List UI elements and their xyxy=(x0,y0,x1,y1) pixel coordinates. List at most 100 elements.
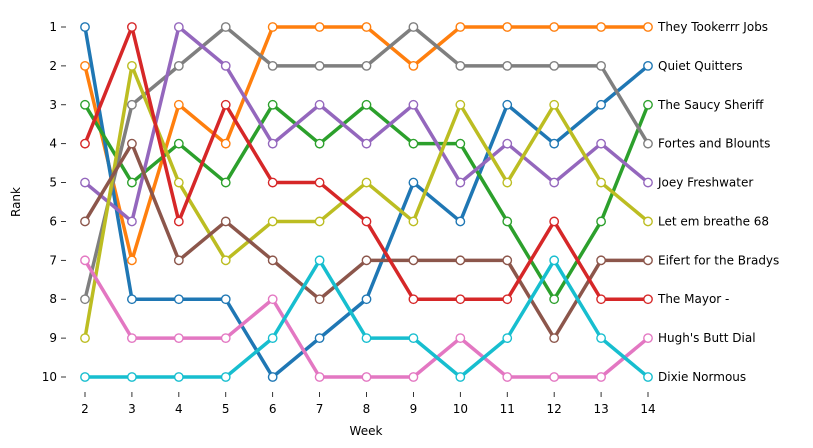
data-point xyxy=(127,255,137,266)
data-point xyxy=(502,372,513,382)
data-point xyxy=(408,138,419,149)
data-point xyxy=(502,99,513,110)
data-point xyxy=(361,294,372,305)
x-tick-label: 13 xyxy=(593,402,608,416)
y-tick-label: 4 xyxy=(49,137,57,151)
data-point xyxy=(220,99,231,110)
data-point xyxy=(127,372,137,382)
data-point xyxy=(643,138,653,149)
data-point xyxy=(220,333,231,344)
data-point xyxy=(314,138,325,149)
data-point xyxy=(127,99,137,110)
data-point xyxy=(455,372,466,382)
series-label: Let em breathe 68 xyxy=(658,214,769,228)
data-point xyxy=(267,255,278,266)
data-point xyxy=(408,333,419,344)
data-point xyxy=(267,22,278,32)
data-point xyxy=(361,333,372,344)
data-point xyxy=(314,372,325,382)
data-point xyxy=(127,138,137,149)
y-tick-label: 3 xyxy=(49,98,57,112)
data-point xyxy=(127,333,137,344)
data-point xyxy=(220,294,231,305)
data-point xyxy=(361,60,372,71)
series-label: Joey Freshwater xyxy=(657,176,753,190)
data-point xyxy=(173,177,184,188)
data-point xyxy=(220,138,231,149)
y-tick-label: 9 xyxy=(49,331,57,345)
data-point xyxy=(549,60,560,71)
data-point xyxy=(549,99,560,110)
data-point xyxy=(80,99,90,110)
y-tick-label: 10 xyxy=(42,370,57,384)
data-point xyxy=(173,138,184,149)
data-point xyxy=(549,22,560,32)
data-point xyxy=(643,333,653,344)
data-point xyxy=(314,177,325,188)
data-point xyxy=(502,255,513,266)
data-point xyxy=(314,22,325,32)
data-point xyxy=(643,177,653,188)
x-tick-label: 9 xyxy=(410,402,418,416)
data-point xyxy=(408,255,419,266)
data-point xyxy=(173,216,184,227)
data-point xyxy=(314,294,325,305)
data-point xyxy=(596,216,606,227)
data-point xyxy=(127,22,137,32)
data-point xyxy=(314,99,325,110)
data-point xyxy=(173,294,184,305)
data-point xyxy=(173,372,184,382)
data-point xyxy=(502,138,513,149)
data-point xyxy=(549,138,560,149)
data-point xyxy=(127,60,137,71)
data-point xyxy=(596,255,606,266)
series-line xyxy=(83,25,650,224)
data-point xyxy=(220,216,231,227)
data-point xyxy=(361,216,372,227)
data-point xyxy=(267,60,278,71)
data-point xyxy=(549,255,560,266)
data-point xyxy=(643,99,653,110)
data-point xyxy=(455,99,466,110)
data-point xyxy=(408,60,419,71)
data-point xyxy=(80,255,90,266)
y-tick-label: 2 xyxy=(49,59,57,73)
data-point xyxy=(80,333,90,344)
data-point xyxy=(455,22,466,32)
data-point xyxy=(361,22,372,32)
series-lines xyxy=(83,25,650,379)
x-tick-label: 8 xyxy=(363,402,371,416)
x-tick-label: 7 xyxy=(316,402,324,416)
data-point xyxy=(455,333,466,344)
data-point xyxy=(502,60,513,71)
data-point xyxy=(643,294,653,305)
data-point xyxy=(173,99,184,110)
series-line xyxy=(83,258,650,379)
data-point xyxy=(502,22,513,32)
data-point xyxy=(408,216,419,227)
data-point xyxy=(455,294,466,305)
data-point xyxy=(596,138,606,149)
data-point xyxy=(549,216,560,227)
data-point xyxy=(455,216,466,227)
data-point xyxy=(549,294,560,305)
data-point xyxy=(361,372,372,382)
data-point xyxy=(314,216,325,227)
series-label: They Tookerrr Jobs xyxy=(657,20,768,34)
data-point xyxy=(267,216,278,227)
data-point xyxy=(80,294,90,305)
series-labels: They Tookerrr Jobs Quiet Quitters The Sauc… xyxy=(657,20,779,384)
series-label: Quiet Quitters xyxy=(658,59,743,73)
x-tick-label: 10 xyxy=(453,402,468,416)
data-point xyxy=(80,372,90,382)
data-point xyxy=(596,22,606,32)
series-label: The Mayor - xyxy=(657,292,729,306)
data-point xyxy=(596,177,606,188)
data-point xyxy=(408,177,419,188)
x-tick-label: 12 xyxy=(547,402,562,416)
data-point xyxy=(502,333,513,344)
data-point xyxy=(596,60,606,71)
data-point xyxy=(643,60,653,71)
data-point xyxy=(220,372,231,382)
